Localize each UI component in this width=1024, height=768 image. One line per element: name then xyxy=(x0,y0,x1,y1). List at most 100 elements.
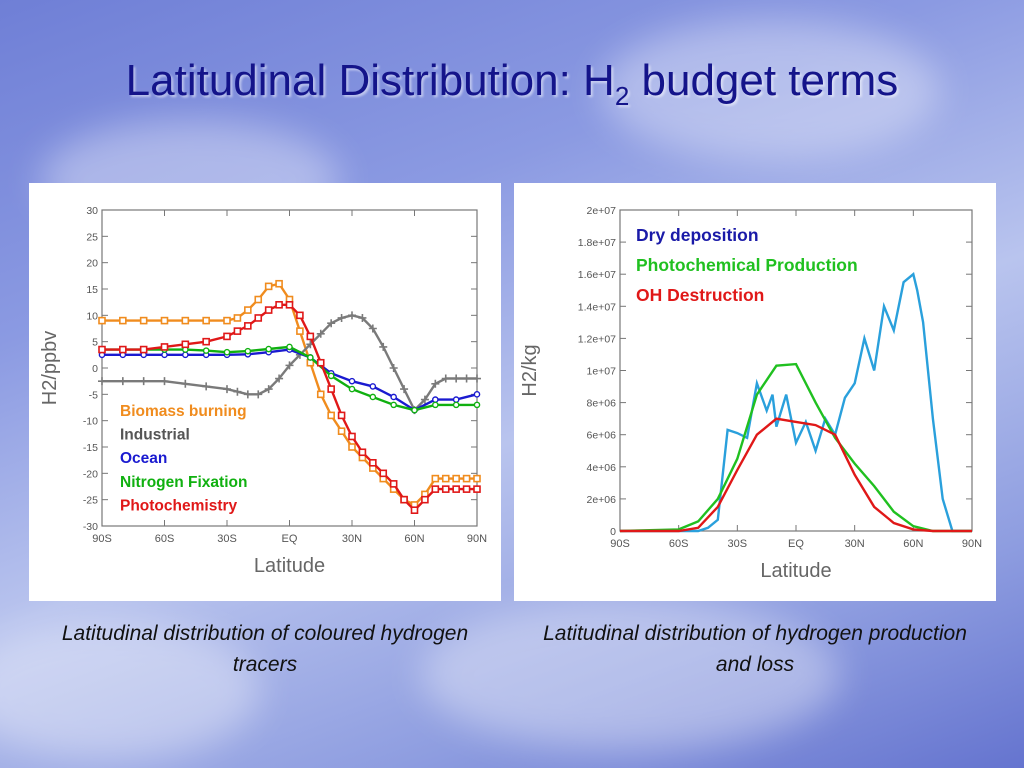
x-tick-label: 30S xyxy=(728,538,748,550)
data-point xyxy=(98,345,106,354)
data-point xyxy=(421,495,429,504)
x-tick-label: 30S xyxy=(217,533,237,545)
data-point xyxy=(244,306,252,314)
y-tick-label: 1.6e+07 xyxy=(578,269,616,281)
data-point xyxy=(139,316,148,325)
y-tick-label: 0 xyxy=(92,363,98,375)
data-point xyxy=(369,383,377,390)
legend-entry: OH Destruction xyxy=(636,285,764,305)
data-point xyxy=(244,322,252,330)
y-tick-label: 25 xyxy=(86,231,98,243)
data-point xyxy=(118,377,127,386)
legend-entry: Photochemistry xyxy=(120,497,238,514)
data-point xyxy=(223,385,231,394)
data-point xyxy=(160,377,169,386)
data-point xyxy=(452,485,460,493)
x-tick-label: EQ xyxy=(788,538,804,550)
data-point xyxy=(296,327,304,335)
y-tick-label: 4e+06 xyxy=(587,462,617,474)
data-point xyxy=(202,316,210,325)
y-tick-label: 2e+06 xyxy=(587,494,617,506)
data-point xyxy=(181,379,190,388)
data-point xyxy=(139,345,148,354)
data-point xyxy=(160,343,169,351)
y-tick-label: -5 xyxy=(89,389,98,401)
data-point xyxy=(233,314,242,322)
data-point xyxy=(473,401,481,409)
y-tick-label: 0 xyxy=(610,526,616,538)
data-point xyxy=(316,329,325,338)
data-point xyxy=(441,374,450,383)
series-line-3 xyxy=(102,345,477,412)
data-point xyxy=(379,342,388,351)
data-point xyxy=(233,327,242,335)
data-point xyxy=(368,324,377,333)
data-point xyxy=(337,313,346,322)
data-point xyxy=(473,374,481,383)
caption-right: Latitudinal distribution of hydrogen pro… xyxy=(543,622,967,676)
data-point xyxy=(441,485,450,493)
data-point xyxy=(119,345,127,354)
y-tick-label: -20 xyxy=(83,468,98,480)
data-point xyxy=(432,401,439,409)
data-point xyxy=(139,377,148,386)
data-point xyxy=(202,337,210,346)
data-point xyxy=(202,382,211,391)
data-point xyxy=(275,279,283,288)
data-point xyxy=(223,316,231,325)
data-point xyxy=(119,316,127,325)
data-point xyxy=(254,390,263,399)
legend-entry: Ocean xyxy=(120,450,167,467)
data-point xyxy=(98,316,106,325)
x-tick-label: 90S xyxy=(610,538,630,550)
data-point xyxy=(296,311,304,320)
y-tick-label: 20 xyxy=(86,258,98,270)
data-point xyxy=(316,390,325,399)
data-point xyxy=(348,385,356,393)
y-tick-label: 1e+07 xyxy=(587,366,617,378)
data-point xyxy=(369,393,377,401)
data-point xyxy=(452,474,460,483)
data-point xyxy=(316,358,325,367)
series-line-2 xyxy=(102,348,478,412)
data-point xyxy=(473,391,481,398)
data-point xyxy=(452,396,460,403)
data-point xyxy=(202,347,210,354)
data-point xyxy=(389,480,398,488)
y-axis-label: H2/kg xyxy=(519,344,541,396)
series-line-0 xyxy=(620,272,972,533)
data-point xyxy=(223,332,231,341)
data-point xyxy=(348,377,356,385)
data-point xyxy=(337,427,346,435)
y-tick-label: 1.2e+07 xyxy=(578,333,616,345)
x-tick-label: 90N xyxy=(467,533,487,545)
x-tick-label: 60N xyxy=(404,533,424,545)
x-tick-label: 90S xyxy=(92,533,112,545)
tracers-chart: 90S 60S 30S EQ 30N 60N 90N 30 25 20 15 10 5 0 -5 -10 -15… xyxy=(39,205,487,577)
x-tick-label: 30N xyxy=(845,538,865,550)
data-point xyxy=(286,343,293,351)
data-point xyxy=(254,314,263,322)
data-point xyxy=(181,340,190,349)
data-point xyxy=(431,379,440,388)
data-point xyxy=(462,474,471,483)
data-point xyxy=(98,377,106,386)
data-point xyxy=(348,311,356,320)
x-tick-label: 60S xyxy=(155,533,175,545)
legend-entry: Nitrogen Fixation xyxy=(120,474,247,491)
caption-left: Latitudinal distribution of coloured hyd… xyxy=(61,622,469,676)
data-point xyxy=(420,395,429,404)
data-point xyxy=(264,306,273,314)
data-point xyxy=(431,474,440,483)
data-point xyxy=(285,301,294,309)
data-point xyxy=(390,401,397,409)
y-tick-label: -25 xyxy=(83,495,98,507)
data-point xyxy=(410,506,419,515)
series-line-2 xyxy=(620,417,972,533)
data-point xyxy=(452,401,460,409)
data-point xyxy=(233,387,242,396)
legend-entry: Biomass burning xyxy=(120,403,247,420)
series-line-1 xyxy=(619,362,972,533)
data-point xyxy=(327,319,336,328)
y-tick-label: -15 xyxy=(83,442,98,454)
